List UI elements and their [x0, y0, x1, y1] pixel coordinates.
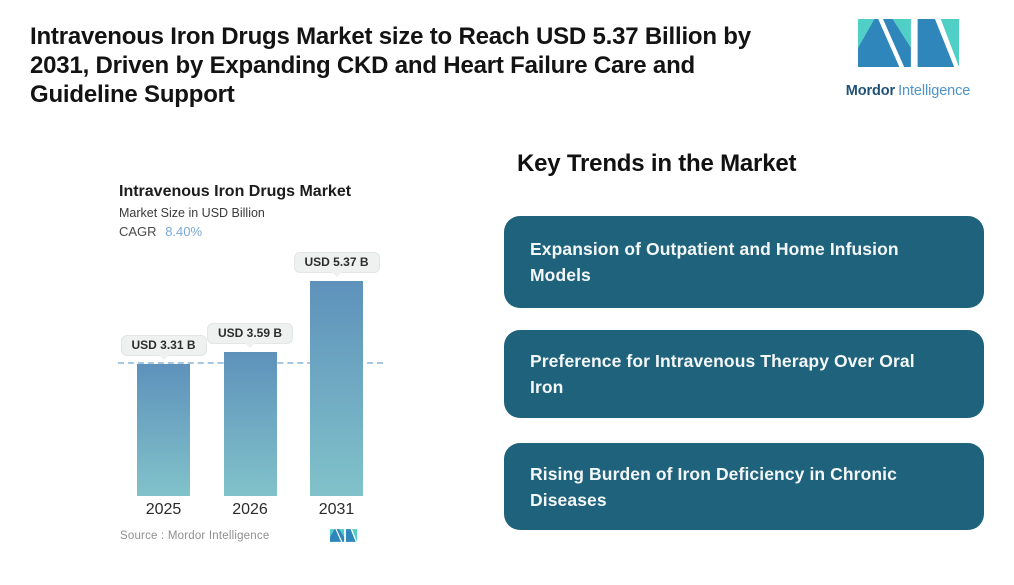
brand-logo: Mordor Intelligence	[840, 12, 976, 99]
mordor-logo-icon	[857, 18, 959, 68]
bar-value-label-2026: USD 3.59 B	[206, 323, 294, 349]
page-title-line-2: 2031, Driven by Expanding CKD and Heart …	[30, 52, 695, 79]
chart-subtitle: Market Size in USD Billion	[119, 206, 265, 220]
trend-card-text: Rising Burden of Iron Deficiency in Chro…	[530, 463, 897, 510]
bar-value-label-pointer	[245, 343, 255, 349]
bar-2025	[137, 363, 190, 496]
brand-name-light: Intelligence	[898, 83, 971, 99]
bar-value-label-2031: USD 5.37 B	[293, 252, 380, 278]
chart-cagr: CAGR 8.40%	[119, 224, 202, 239]
trend-card-outpatient-home-infusion: Expansion of Outpatient and Home Infusio…	[504, 216, 984, 308]
chart-source: Source : Mordor Intelligence	[120, 530, 270, 542]
chart-title: Intravenous Iron Drugs Market	[119, 183, 352, 200]
trend-card-rising-burden: Rising Burden of Iron Deficiency in Chro…	[504, 443, 984, 530]
mordor-logo-small-icon	[330, 529, 357, 542]
bar-value-label-2025: USD 3.31 B	[120, 334, 207, 360]
brand-name: Mordor Intelligence	[840, 83, 976, 99]
x-axis-label-2031: 2031	[318, 501, 355, 518]
bar-2031	[310, 281, 363, 496]
x-axis-label-2025: 2025	[145, 501, 182, 518]
x-axis-label-2026: 2026	[232, 501, 268, 518]
key-trends-heading: Key Trends in the Market	[517, 150, 797, 177]
trend-card-iv-over-oral: Preference for Intravenous Therapy Over …	[504, 330, 984, 418]
bar-value-label-pointer	[158, 354, 169, 360]
trend-card-text: Expansion of Outpatient and Home Infusio…	[530, 239, 899, 285]
bar-2026	[223, 352, 277, 496]
page-title-line-1: Intravenous Iron Drugs Market size to Re…	[30, 23, 751, 50]
bar-value-label-pointer	[331, 272, 342, 278]
cagr-label: CAGR	[119, 224, 157, 239]
page-title-line-3: Guideline Support	[30, 81, 235, 108]
trend-card-text: Preference for Intravenous Therapy Over …	[530, 351, 915, 397]
page-title: Intravenous Iron Drugs Market size to Re…	[30, 22, 830, 109]
brand-name-bold: Mordor	[845, 83, 896, 99]
cagr-value: 8.40%	[165, 224, 203, 239]
